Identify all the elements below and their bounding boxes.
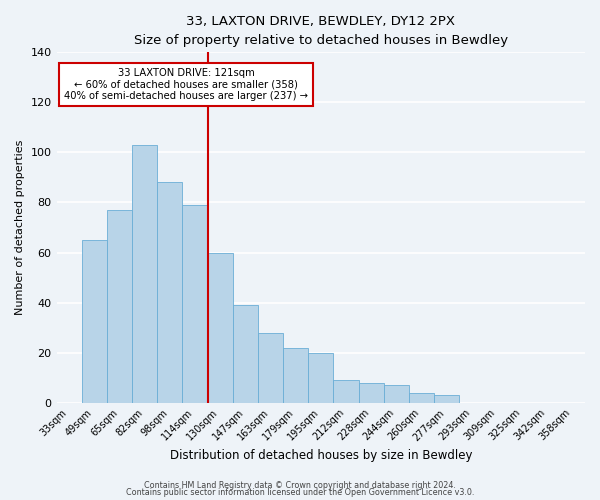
Text: Contains HM Land Registry data © Crown copyright and database right 2024.: Contains HM Land Registry data © Crown c…	[144, 480, 456, 490]
Text: Contains public sector information licensed under the Open Government Licence v3: Contains public sector information licen…	[126, 488, 474, 497]
Text: 33 LAXTON DRIVE: 121sqm
← 60% of detached houses are smaller (358)
40% of semi-d: 33 LAXTON DRIVE: 121sqm ← 60% of detache…	[64, 68, 308, 102]
X-axis label: Distribution of detached houses by size in Bewdley: Distribution of detached houses by size …	[170, 450, 472, 462]
Bar	[107, 210, 132, 402]
Bar	[258, 332, 283, 402]
Bar	[434, 395, 459, 402]
Bar	[334, 380, 359, 402]
Bar	[233, 305, 258, 402]
Bar	[82, 240, 107, 402]
Bar	[308, 352, 334, 403]
Bar	[283, 348, 308, 403]
Y-axis label: Number of detached properties: Number of detached properties	[15, 140, 25, 315]
Bar	[208, 252, 233, 402]
Bar	[409, 392, 434, 402]
Title: 33, LAXTON DRIVE, BEWDLEY, DY12 2PX
Size of property relative to detached houses: 33, LAXTON DRIVE, BEWDLEY, DY12 2PX Size…	[134, 15, 508, 47]
Bar	[157, 182, 182, 402]
Bar	[132, 145, 157, 403]
Bar	[182, 205, 208, 402]
Bar	[383, 385, 409, 402]
Bar	[359, 382, 383, 402]
